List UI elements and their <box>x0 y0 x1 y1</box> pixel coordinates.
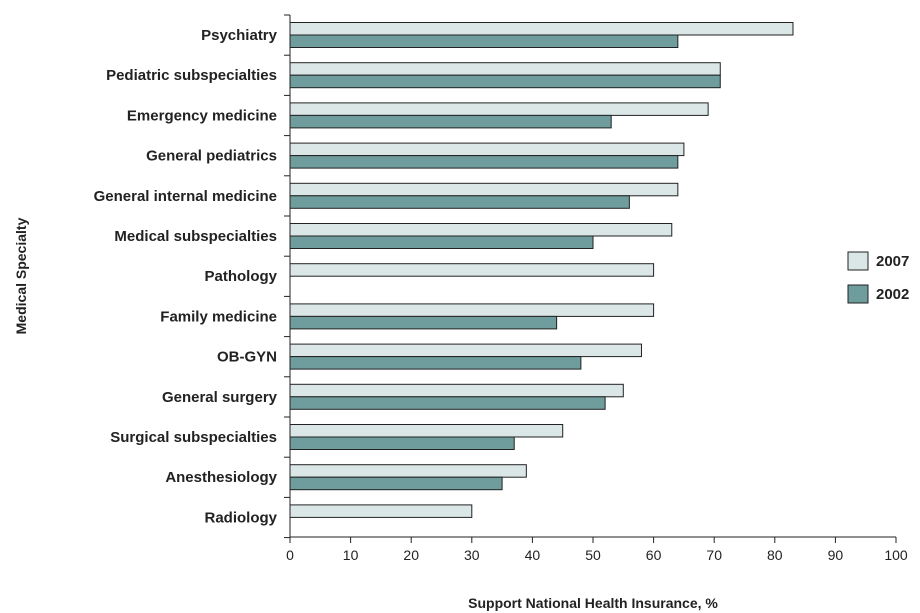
bar-family-medicine-2002 <box>289 315 558 330</box>
legend-swatch-2007 <box>847 251 869 271</box>
legend-swatch-2002 <box>847 284 869 304</box>
bar-general-pediatrics-2007 <box>289 142 685 157</box>
x-tick-label: 20 <box>403 547 419 563</box>
category-label: Anesthesiology <box>165 469 277 486</box>
bar-general-pediatrics-2002 <box>289 155 679 169</box>
bar-psychiatry-2002 <box>289 34 679 48</box>
x-ticks-group: 0 10 20 30 40 50 60 70 80 90 100 <box>286 537 908 563</box>
category-labels: Psychiatry Pediatric subspecialties Emerge… <box>94 27 278 526</box>
x-tick-label: 10 <box>343 547 359 563</box>
bar-general-surgery-2002 <box>289 396 606 410</box>
x-axis-title: Support National Health Insurance, % <box>468 595 718 611</box>
bar-medical-subspecialties-2007 <box>289 223 673 237</box>
x-tick-label: 0 <box>286 547 294 563</box>
x-tick-label: 40 <box>525 547 541 563</box>
category-label: Family medicine <box>160 308 277 325</box>
bars-group <box>289 22 794 518</box>
category-label: Surgical subspecialties <box>110 429 277 446</box>
x-tick-label: 50 <box>585 547 601 563</box>
category-label: Pediatric subspecialties <box>106 67 277 84</box>
bar-surgical-subspecialties-2002 <box>289 436 515 450</box>
x-tick-label: 90 <box>828 547 844 563</box>
y-axis-title: Medical Specialty <box>13 217 29 334</box>
bar-psychiatry-2007 <box>289 22 794 36</box>
legend: 2007 2002 <box>847 251 909 304</box>
x-tick-label: 30 <box>464 547 480 563</box>
bar-ob-gyn-2002 <box>289 356 582 370</box>
bar-anesthesiology-2002 <box>289 476 503 491</box>
legend-label-2002: 2002 <box>876 286 909 303</box>
x-tick-label: 100 <box>884 547 908 563</box>
bar-pediatric-subspecialties-2002 <box>289 74 721 89</box>
bar-anesthesiology-2007 <box>289 464 527 478</box>
bar-surgical-subspecialties-2007 <box>289 424 564 438</box>
bar-general-internal-medicine-2007 <box>289 182 679 197</box>
x-tick-label: 80 <box>767 547 783 563</box>
bar-radiology-2007 <box>289 504 473 518</box>
category-label: Emergency medicine <box>127 107 277 124</box>
bar-general-internal-medicine-2002 <box>289 195 630 209</box>
axes-group <box>284 14 896 539</box>
x-tick-label: 60 <box>646 547 662 563</box>
bar-family-medicine-2007 <box>289 303 655 317</box>
bar-medical-subspecialties-2002 <box>289 235 594 249</box>
bar-ob-gyn-2007 <box>289 343 642 358</box>
bar-general-surgery-2007 <box>289 383 624 398</box>
x-tick-label: 70 <box>706 547 722 563</box>
category-label: OB-GYN <box>217 349 277 366</box>
bar-emergency-medicine-2007 <box>289 102 709 116</box>
bar-emergency-medicine-2002 <box>289 114 612 129</box>
legend-label-2007: 2007 <box>876 253 909 270</box>
category-label: General pediatrics <box>146 148 277 165</box>
category-label: Medical subspecialties <box>114 228 277 245</box>
category-label: General surgery <box>162 389 278 406</box>
category-label: General internal medicine <box>94 188 277 205</box>
category-label: Pathology <box>204 268 277 285</box>
bar-pediatric-subspecialties-2007 <box>289 62 721 76</box>
category-label: Radiology <box>204 509 277 526</box>
bar-pathology-2007 <box>289 263 655 277</box>
category-label: Psychiatry <box>201 27 278 44</box>
